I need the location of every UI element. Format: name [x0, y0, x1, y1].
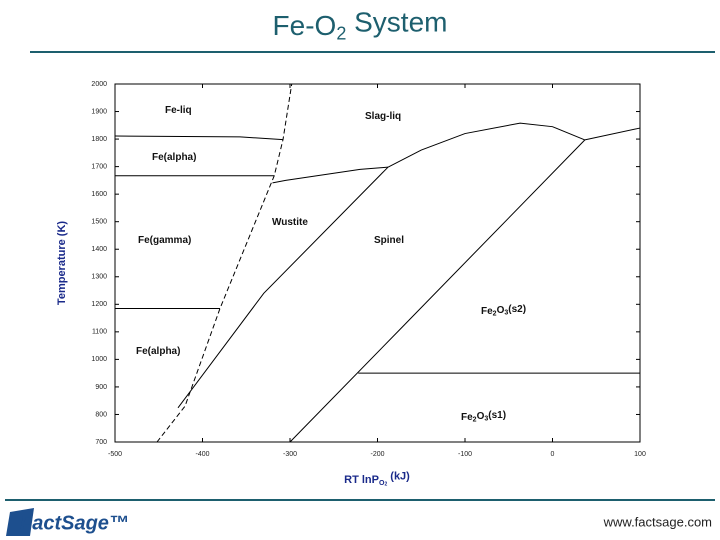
logo-icon [6, 508, 34, 536]
region-label: Fe2​O3​(s1) [461, 410, 506, 424]
y-tick-label: 1700 [91, 163, 107, 170]
x-axis-title: RT lnPO2 (kJ) [344, 471, 410, 488]
phase-boundary [114, 135, 284, 141]
footer-url: www.factsage.com [603, 514, 712, 529]
x-tick-label: 100 [634, 451, 646, 458]
y-tick-label: 1800 [91, 136, 107, 143]
phase-boundary [272, 166, 389, 184]
slide-title: Fe-O2​ System [273, 7, 448, 43]
phase-boundary [177, 166, 389, 409]
x-tick-label: -300 [283, 451, 297, 458]
y-tick-label: 1400 [91, 246, 107, 253]
phase-boundary [289, 139, 586, 443]
region-label: Fe(alpha) [152, 152, 196, 163]
y-tick-label: 1900 [91, 108, 107, 115]
region-label: Fe(gamma) [138, 235, 191, 246]
x-tick-label: 0 [551, 451, 555, 458]
x-tick-label: -500 [108, 451, 122, 458]
y-tick-label: 700 [95, 439, 107, 446]
region-label: Fe(alpha) [136, 346, 180, 357]
region-label: Fe2​O3​(s2) [481, 304, 526, 318]
phase-boundary [387, 122, 586, 168]
phase-boundary [156, 83, 293, 443]
y-tick-label: 1000 [91, 356, 107, 363]
x-tick-label: -200 [370, 451, 384, 458]
x-tick-label: -400 [195, 451, 209, 458]
region-label: Spinel [374, 235, 404, 246]
y-tick-label: 2000 [91, 81, 107, 88]
plot-frame [114, 83, 641, 443]
y-axis-title: Temperature (K) [56, 221, 68, 305]
y-tick-label: 1100 [92, 329, 107, 336]
x-tick-label: -100 [458, 451, 472, 458]
y-tick-label: 1300 [91, 274, 107, 281]
y-tick-label: 1600 [91, 191, 107, 198]
region-label: Fe-liq [165, 105, 192, 116]
y-tick-label: 800 [95, 411, 107, 418]
y-tick-label: 900 [95, 384, 107, 391]
logo-text: FactSage™ [20, 512, 129, 534]
region-label: Wustite [272, 217, 308, 228]
y-tick-label: 1500 [91, 219, 107, 226]
y-tick-label: 1200 [91, 301, 107, 308]
logo: FactSage™ [6, 508, 129, 536]
region-label: Slag-liq [365, 111, 401, 122]
phase-boundary [584, 127, 641, 141]
